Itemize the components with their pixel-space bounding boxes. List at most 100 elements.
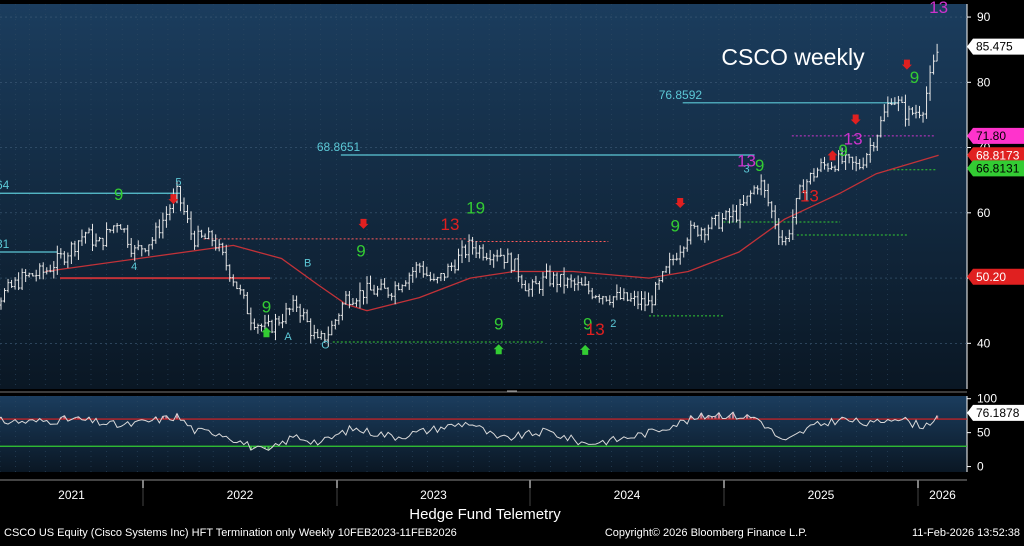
price-bar (467, 234, 471, 263)
price-bar (499, 248, 503, 257)
price-bar (411, 267, 415, 283)
price-bar (530, 279, 534, 297)
price-bar (749, 190, 753, 204)
price-bar (361, 290, 365, 305)
price-bar (228, 264, 232, 282)
price-bar (544, 263, 548, 279)
price-bar (252, 318, 256, 330)
price-bar (918, 105, 922, 119)
price-bar (925, 86, 929, 119)
price-bar (812, 168, 816, 182)
price-tick-label: 60 (977, 206, 991, 220)
price-bar (372, 284, 376, 295)
price-bar (657, 278, 661, 290)
price-bar (432, 273, 436, 282)
price-bar (31, 273, 35, 277)
price-bar (351, 297, 355, 306)
setup-count-marker: 2 (610, 318, 616, 330)
price-bar (217, 239, 221, 252)
sell-signal-arrow-icon (675, 197, 686, 208)
year-label: 2021 (58, 488, 85, 502)
setup-count-marker: 4 (131, 261, 137, 273)
price-bar (639, 291, 643, 311)
buy-signal-arrow-icon (580, 344, 591, 355)
price-bar (773, 205, 777, 230)
price-bar (263, 314, 267, 330)
price-bar (193, 230, 197, 250)
price-bar (456, 248, 460, 271)
price-bar (284, 302, 288, 325)
price-bar (316, 328, 320, 339)
setup-count-marker: 13 (440, 215, 459, 234)
price-bar (555, 272, 559, 293)
setup-count-marker: 9 (670, 217, 679, 236)
price-bar (425, 266, 429, 277)
price-value-tag-text: 66.8131 (976, 161, 1020, 175)
setup-count-marker: 3 (744, 163, 750, 175)
price-bar (861, 157, 865, 170)
price-bar (819, 158, 823, 173)
price-bar (344, 290, 348, 305)
price-bar (221, 242, 225, 256)
price-bar (900, 96, 904, 104)
rsi-panel (0, 396, 967, 472)
price-bar (759, 174, 763, 196)
price-bar (534, 275, 538, 285)
price-bar (38, 263, 42, 280)
price-bar (692, 222, 696, 229)
price-bar (418, 262, 422, 273)
price-bar (879, 116, 883, 138)
price-bar (766, 183, 770, 207)
price-bar (76, 240, 80, 260)
price-bar (815, 167, 819, 178)
setup-count-marker: 9 (494, 315, 503, 334)
price-bar (678, 245, 682, 265)
price-value-tag-text: 68.8173 (976, 148, 1020, 162)
price-bar (826, 162, 830, 172)
price-bar (847, 153, 851, 164)
price-bar (798, 184, 802, 200)
year-label: 2026 (929, 488, 956, 502)
rsi-value-tag-text: 76.1878 (976, 406, 1020, 420)
price-bar (752, 185, 756, 195)
rsi-value-tag: 76.1878 (967, 404, 1024, 421)
price-bar (661, 271, 665, 283)
price-bar (407, 272, 411, 290)
price-bar (717, 211, 721, 230)
price-bar (200, 229, 204, 238)
price-bar (231, 274, 235, 287)
price-value-tag-background (967, 147, 1024, 164)
price-bar (808, 172, 812, 185)
price-bar (520, 274, 524, 289)
price-bar (840, 147, 844, 165)
price-bar (256, 323, 260, 334)
price-bar (108, 228, 112, 233)
price-bar (689, 220, 693, 245)
price-bar (632, 290, 636, 306)
price-bar (365, 276, 369, 304)
price-bar (488, 250, 492, 266)
price-bar (562, 267, 566, 294)
price-bar (98, 236, 102, 242)
price-bar (126, 224, 130, 248)
price-bar (133, 245, 137, 262)
setup-count-marker: 9 (755, 156, 764, 175)
year-label: 2022 (227, 488, 254, 502)
price-bar (354, 298, 358, 307)
setup-count-marker: A (284, 331, 292, 343)
price-bar (414, 261, 418, 278)
price-bar (196, 225, 200, 248)
price-bar (675, 252, 679, 261)
price-bar (682, 246, 686, 258)
price-value-tag: 71.80 (967, 127, 1024, 144)
price-bar (330, 320, 334, 336)
price-bar (442, 272, 446, 281)
price-tick-label: 80 (977, 75, 991, 89)
price-bar (383, 278, 387, 289)
price-bar (312, 324, 316, 340)
price-bar (386, 287, 390, 298)
sell-signal-arrow-icon (168, 194, 179, 205)
price-bar (907, 105, 911, 126)
price-bar (784, 236, 788, 246)
